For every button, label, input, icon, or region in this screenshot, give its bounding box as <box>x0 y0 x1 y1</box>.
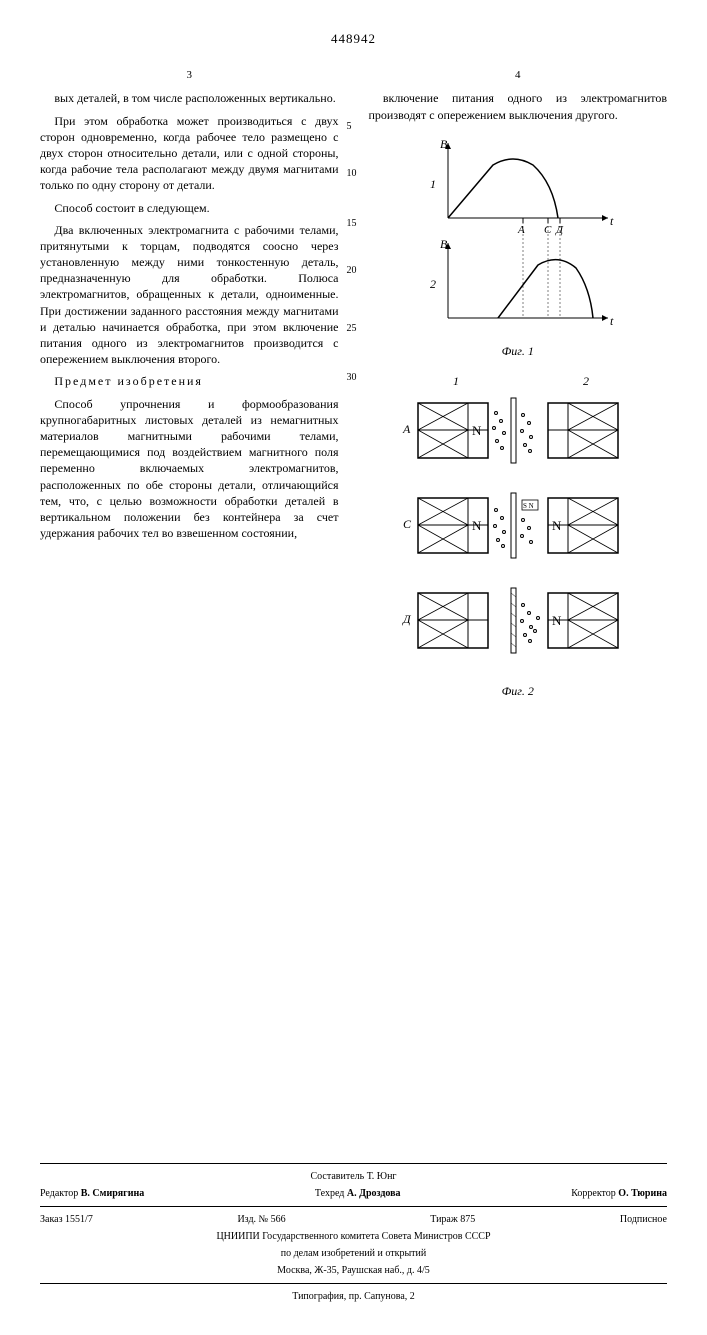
line-10: 10 <box>347 167 357 181</box>
line-30: 30 <box>347 371 357 385</box>
svg-text:А: А <box>517 224 525 236</box>
svg-text:2: 2 <box>430 277 436 291</box>
right-column: 4 включение питания одного из электромаг… <box>369 68 668 714</box>
left-page-number: 3 <box>40 68 339 83</box>
editor: Редактор В. Смирягина <box>40 1187 144 1200</box>
two-column-layout: 3 вых деталей, в том числе расположенных… <box>40 68 667 714</box>
org2: по делам изобретений и открытий <box>40 1245 667 1262</box>
svg-text:N: N <box>552 518 562 533</box>
svg-text:В: В <box>440 137 448 151</box>
address: Москва, Ж-35, Раушская наб., д. 4/5 <box>40 1262 667 1279</box>
left-p1: вых деталей, в том числе расположенных в… <box>40 90 339 106</box>
svg-text:t: t <box>610 214 614 228</box>
typography: Типография, пр. Сапунова, 2 <box>40 1288 667 1305</box>
svg-text:Д: Д <box>402 612 412 626</box>
section-title: Предмет изобретения <box>40 373 339 389</box>
line-5: 5 <box>347 120 357 134</box>
left-p4: Два включенных электромагнита с рабочими… <box>40 222 339 368</box>
order: Заказ 1551/7 <box>40 1213 93 1226</box>
svg-text:А: А <box>402 422 411 436</box>
right-p1: включение питания одного из электромагни… <box>369 90 668 122</box>
figure-2: 1 2 А N <box>398 373 638 673</box>
svg-text:t: t <box>610 314 614 328</box>
right-page-number: 4 <box>369 68 668 83</box>
left-p3: Способ состоит в следующем. <box>40 200 339 216</box>
document-number: 448942 <box>40 30 667 48</box>
footer: Составитель Т. Юнг Редактор В. Смирягина… <box>40 1163 667 1305</box>
izd: Изд. № 566 <box>237 1213 285 1226</box>
org1: ЦНИИПИ Государственного комитета Совета … <box>40 1228 667 1245</box>
svg-text:N: N <box>472 423 482 438</box>
tirazh: Тираж 875 <box>430 1213 475 1226</box>
svg-text:S N: S N <box>523 502 534 510</box>
svg-text:N: N <box>552 613 562 628</box>
corrector: Корректор О. Тюрина <box>571 1187 667 1200</box>
line-number-markers: 5 10 15 20 25 30 <box>347 88 357 385</box>
line-20: 20 <box>347 264 357 278</box>
svg-text:N: N <box>472 518 482 533</box>
svg-text:2: 2 <box>583 374 589 388</box>
figure-2-caption: Фиг. 2 <box>369 683 668 699</box>
left-p5: Способ упрочнения и формообразования кру… <box>40 396 339 542</box>
compiler: Составитель Т. Юнг <box>40 1168 667 1185</box>
svg-text:В: В <box>440 237 448 251</box>
podpisnoe: Подписное <box>620 1213 667 1226</box>
left-column: 3 вых деталей, в том числе расположенных… <box>40 68 339 714</box>
svg-text:С: С <box>403 517 412 531</box>
figure-1-caption: Фиг. 1 <box>369 343 668 359</box>
line-15: 15 <box>347 217 357 231</box>
line-25: 25 <box>347 322 357 336</box>
svg-text:1: 1 <box>430 177 436 191</box>
techred: Техред А. Дроздова <box>315 1187 401 1200</box>
left-p2: При этом обработка может производиться с… <box>40 113 339 194</box>
svg-text:Д: Д <box>555 224 564 236</box>
figure-1: В t 1 А С Д В t 2 <box>418 133 618 333</box>
svg-text:1: 1 <box>453 374 459 388</box>
